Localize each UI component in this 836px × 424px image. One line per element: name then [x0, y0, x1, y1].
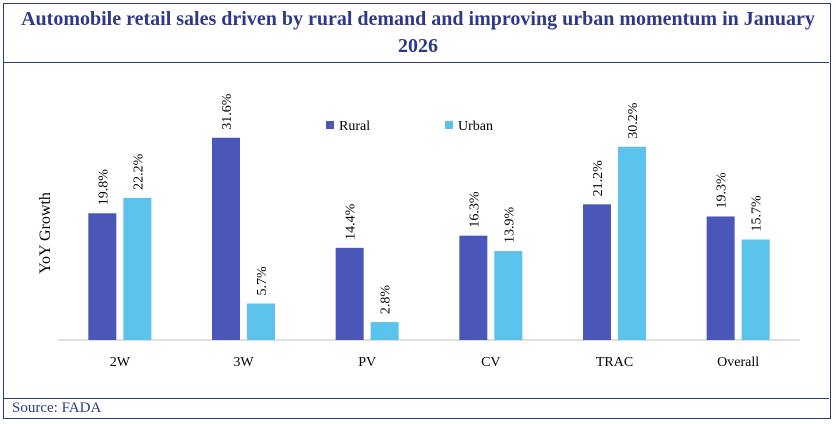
source-note: Source: FADA	[12, 400, 102, 416]
data-label-urban-3w: 5.7%	[255, 266, 270, 296]
legend-swatch-urban	[445, 121, 453, 129]
x-tick-label-pv: PV	[358, 355, 376, 370]
bar-urban-trac	[618, 146, 646, 340]
data-label-rural-cv: 16.3%	[467, 191, 482, 228]
data-label-urban-2w: 22.2%	[131, 153, 146, 190]
legend-swatch-rural	[326, 121, 334, 129]
x-tick-label-trac: TRAC	[596, 355, 633, 370]
bar-rural-3w	[212, 137, 240, 340]
data-label-rural-overall: 19.3%	[715, 172, 730, 209]
data-label-rural-trac: 21.2%	[591, 160, 606, 197]
bar-urban-overall	[741, 239, 770, 340]
data-label-urban-overall: 15.7%	[750, 195, 765, 232]
title-divider	[4, 62, 829, 63]
chart-frame: Automobile retail sales driven by rural …	[3, 3, 831, 419]
data-label-urban-cv: 13.9%	[502, 207, 517, 244]
bar-urban-cv	[494, 251, 523, 340]
x-tick-label-cv: CV	[481, 355, 500, 370]
bar-rural-2w	[88, 213, 117, 340]
legend-label-urban: Urban	[458, 119, 493, 134]
data-label-urban-pv: 2.8%	[379, 285, 394, 315]
data-label-rural-pv: 14.4%	[344, 203, 359, 240]
source-divider	[4, 398, 829, 399]
data-label-rural-3w: 31.6%	[220, 93, 235, 130]
y-axis-label: YoY Growth	[37, 192, 54, 274]
bar-urban-pv	[370, 322, 399, 340]
chart-title: Automobile retail sales driven by rural …	[21, 8, 815, 57]
x-tick-label-2w: 2W	[110, 355, 131, 370]
data-label-rural-2w: 19.8%	[96, 169, 111, 206]
x-tick-label-3w: 3W	[233, 355, 254, 370]
bar-urban-3w	[247, 303, 275, 340]
x-tick-label-overall: Overall	[717, 355, 759, 370]
bar-urban-2w	[123, 197, 152, 340]
legend-label-rural: Rural	[339, 119, 370, 134]
data-label-urban-trac: 30.2%	[626, 102, 641, 139]
bar-rural-trac	[583, 204, 611, 340]
bar-rural-pv	[335, 247, 364, 340]
bar-rural-cv	[459, 235, 488, 340]
bar-rural-overall	[706, 216, 735, 340]
